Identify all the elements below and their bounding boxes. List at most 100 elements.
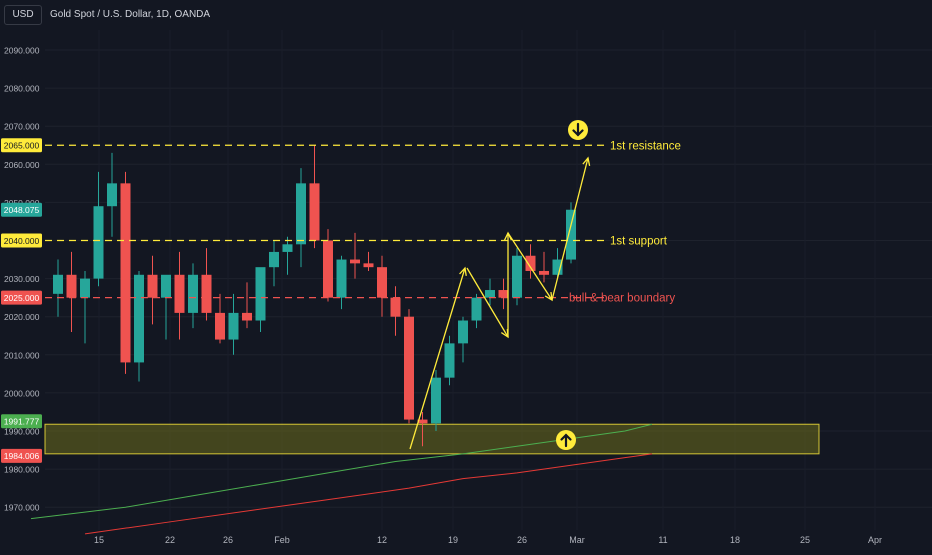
candle-body[interactable] (471, 297, 482, 321)
candle-body[interactable] (417, 419, 428, 424)
support-zone[interactable] (44, 423, 820, 455)
candle-body[interactable] (93, 206, 104, 279)
candle-body[interactable] (539, 270, 549, 275)
arrow-down-icon (572, 122, 584, 137)
arrow-down-1[interactable] (466, 267, 509, 338)
candle-body[interactable] (201, 274, 212, 313)
y-tick-label: 2010.000 (4, 350, 40, 360)
resistance-marker[interactable] (568, 120, 588, 140)
chart-header: USD Gold Spot / U.S. Dollar, 1D, OANDA (0, 0, 932, 28)
x-tick-label: 11 (658, 535, 667, 545)
moving-averages (30, 423, 653, 535)
y-tick-label: 2070.000 (4, 122, 40, 132)
price-label-tag (1, 233, 42, 248)
candle-body[interactable] (174, 274, 185, 313)
support-zone-marker[interactable] (556, 430, 576, 450)
arrow-up-icon (560, 433, 572, 448)
price-label-tag (1, 290, 42, 305)
currency-selector[interactable]: USD (4, 5, 42, 25)
y-tick-label: 2030.000 (4, 274, 40, 284)
candle-body[interactable] (255, 267, 266, 321)
x-tick-label: Apr (868, 535, 882, 545)
candle-body[interactable] (498, 290, 509, 298)
y-tick-label: 2060.000 (4, 160, 40, 170)
horizontal-lines[interactable]: 1st resistance 1st support bull & bear bou… (45, 140, 681, 305)
hline-label: 1st resistance (610, 140, 681, 152)
price-label-text: 2065.000 (4, 141, 40, 151)
arrow-down-2[interactable] (507, 232, 553, 301)
candle-body[interactable] (161, 274, 171, 298)
x-tick-label: 22 (165, 535, 175, 545)
y-tick-label: 2000.000 (4, 388, 40, 398)
candle-body[interactable] (215, 312, 225, 340)
x-tick-label: 12 (377, 535, 387, 545)
candle-body[interactable] (363, 263, 374, 268)
arrow-up-3[interactable] (551, 157, 589, 301)
candle-body[interactable] (296, 183, 306, 245)
candle-body[interactable] (269, 251, 279, 268)
x-tick-label: Mar (569, 535, 585, 545)
x-axis: 15 22 26 Feb 12 19 26 Mar 11 18 25 Apr (94, 535, 882, 545)
candle-body[interactable] (552, 259, 563, 275)
y-tick-label: 1990.000 (4, 427, 40, 437)
x-tick-label: 25 (800, 535, 810, 545)
candle-body[interactable] (566, 209, 576, 260)
candle-body[interactable] (431, 377, 441, 424)
candle-body[interactable] (512, 255, 522, 298)
projection-arrows[interactable] (409, 156, 591, 450)
moving-average-slow (84, 453, 653, 535)
price-label-tag (1, 202, 42, 217)
price-label-tag (1, 414, 42, 429)
candle-body[interactable] (107, 183, 117, 207)
price-label-text: 2025.000 (4, 293, 40, 303)
candle-body[interactable] (188, 274, 198, 313)
price-label-tag (1, 138, 42, 153)
x-tick-label: Feb (274, 535, 290, 545)
price-label-text: 2040.000 (4, 236, 40, 246)
y-tick-label: 2020.000 (4, 312, 40, 322)
x-tick-label: 18 (730, 535, 740, 545)
candle-body[interactable] (147, 274, 158, 298)
arrow-up-3-head (582, 156, 591, 166)
candle-body[interactable] (485, 290, 495, 298)
candle-body[interactable] (336, 259, 347, 298)
x-tick-label: 26 (517, 535, 527, 545)
candle-body[interactable] (309, 183, 320, 241)
y-tick-label: 2080.000 (4, 84, 40, 94)
candle-body[interactable] (525, 255, 536, 271)
hline-label: bull & bear boundary (569, 293, 675, 305)
candle-body[interactable] (390, 297, 401, 317)
candle-body[interactable] (444, 343, 455, 378)
price-labels: 2065.000 2048.075 2040.000 2025.000 1991.777… (1, 138, 42, 463)
support-zone-layer (44, 423, 820, 455)
symbol-title: Gold Spot / U.S. Dollar, 1D, OANDA (50, 9, 211, 20)
candle-body[interactable] (377, 267, 387, 298)
price-label-tag (1, 448, 42, 463)
x-tick-label: 19 (448, 535, 458, 545)
candle-body[interactable] (80, 278, 90, 298)
hline-label: 1st support (610, 236, 668, 248)
candle-body[interactable] (66, 274, 77, 298)
candle-body[interactable] (404, 316, 414, 420)
candle-body[interactable] (228, 312, 239, 340)
arrow-up-1[interactable] (409, 267, 466, 450)
candle-body[interactable] (242, 312, 252, 321)
y-tick-label: 2090.000 (4, 46, 40, 56)
candle-body[interactable] (134, 274, 144, 363)
candle-body[interactable] (323, 240, 333, 298)
candle-body[interactable] (350, 259, 360, 264)
price-label-text: 1984.006 (4, 451, 40, 461)
x-tick-label: 15 (94, 535, 104, 545)
x-tick-label: 26 (223, 535, 233, 545)
y-tick-label: 1970.000 (4, 503, 40, 513)
candle-body[interactable] (120, 183, 131, 363)
arrow-up-1-head (459, 266, 467, 277)
candle-body[interactable] (53, 274, 63, 294)
candle-body[interactable] (282, 244, 293, 252)
candle-body[interactable] (458, 320, 468, 344)
y-tick-label: 1980.000 (4, 465, 40, 475)
markers[interactable] (556, 120, 588, 450)
candles[interactable] (53, 145, 576, 447)
